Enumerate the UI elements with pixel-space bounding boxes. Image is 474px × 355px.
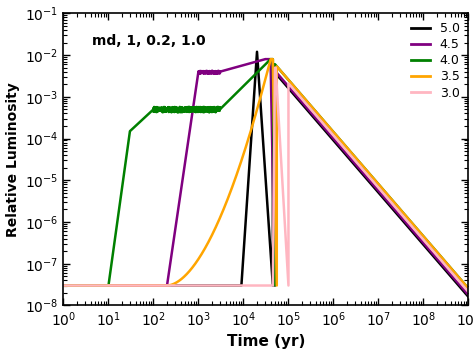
- 4.5: [270, 185, 276, 189]
- 5.0: [304, 108, 310, 112]
- Line: 5.0: 5.0: [64, 52, 468, 297]
- 4.5: [150, 283, 155, 288]
- 4.0: [356, 159, 362, 164]
- 5.0: [254, 50, 260, 54]
- 3.0: [318, 118, 323, 122]
- 3.5: [310, 106, 316, 110]
- 3.0: [311, 110, 317, 115]
- 4.5: [256, 59, 262, 63]
- 4.0: [270, 57, 276, 61]
- 5.0: [61, 283, 66, 288]
- 3.5: [232, 177, 238, 181]
- 4.0: [257, 67, 263, 72]
- 5.0: [261, 145, 266, 149]
- 3.0: [61, 283, 66, 288]
- Text: md, 1, 0.2, 1.0: md, 1, 0.2, 1.0: [92, 34, 205, 48]
- 3.0: [465, 290, 471, 294]
- 3.5: [198, 254, 203, 258]
- 3.0: [421, 239, 427, 243]
- 3.5: [61, 283, 66, 288]
- 3.5: [278, 69, 284, 73]
- X-axis label: Time (yr): Time (yr): [227, 334, 305, 349]
- 4.0: [268, 57, 274, 61]
- 4.5: [61, 283, 66, 288]
- Y-axis label: Relative Luminosity: Relative Luminosity: [6, 82, 19, 237]
- Line: 4.0: 4.0: [64, 59, 468, 289]
- 4.0: [161, 108, 167, 113]
- 4.5: [465, 293, 471, 297]
- 4.0: [241, 83, 247, 88]
- 5.0: [70, 283, 75, 288]
- Legend: 5.0, 4.5, 4.0, 3.5, 3.0: 5.0, 4.5, 4.0, 3.5, 3.0: [406, 17, 465, 105]
- 4.5: [262, 57, 268, 61]
- 3.5: [363, 167, 368, 171]
- 5.0: [85, 283, 91, 288]
- 4.5: [243, 62, 248, 67]
- 4.0: [61, 283, 66, 288]
- Line: 3.0: 3.0: [64, 68, 468, 292]
- 3.5: [363, 168, 369, 172]
- 4.0: [465, 286, 471, 291]
- 4.0: [156, 107, 162, 111]
- 5.0: [465, 295, 471, 299]
- Line: 3.5: 3.5: [64, 59, 468, 289]
- 4.5: [419, 239, 425, 243]
- 3.0: [371, 180, 377, 185]
- Line: 4.5: 4.5: [64, 59, 468, 295]
- 3.5: [465, 286, 471, 291]
- 5.0: [421, 243, 427, 247]
- 3.0: [272, 66, 278, 70]
- 3.0: [461, 284, 466, 288]
- 4.5: [249, 61, 255, 65]
- 3.5: [268, 57, 273, 61]
- 5.0: [283, 83, 289, 87]
- 3.0: [354, 160, 359, 164]
